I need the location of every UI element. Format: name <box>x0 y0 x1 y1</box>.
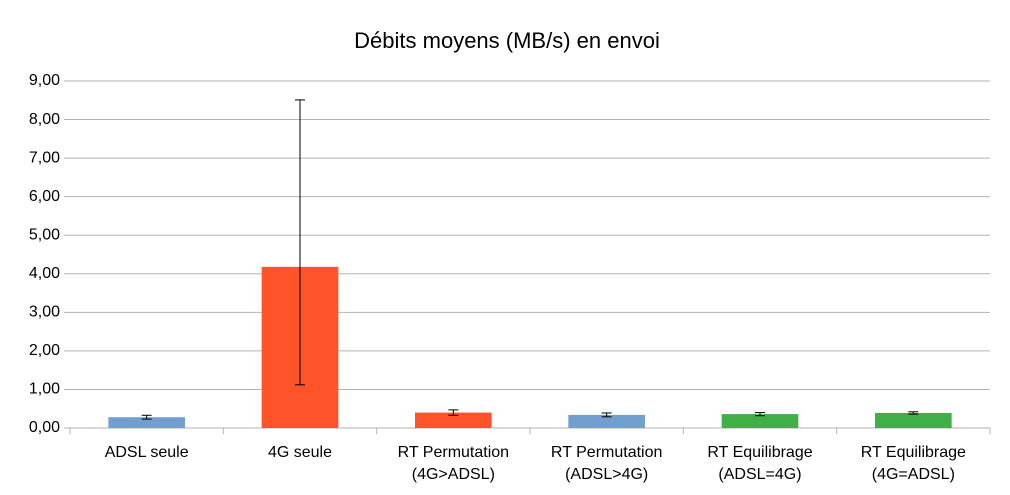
bar <box>108 417 185 428</box>
error-bar <box>755 412 765 417</box>
bar <box>875 412 952 428</box>
x-tick-label: (4G>ADSL) <box>412 466 495 483</box>
x-tick-label: RT Permutation <box>551 444 662 461</box>
chart-title: Débits moyens (MB/s) en envoi <box>354 28 660 53</box>
x-tick-label: RT Permutation <box>398 444 509 461</box>
x-tick-label: RT Equilibrage <box>861 444 966 461</box>
y-tick-label: 7,00 <box>29 149 60 166</box>
y-tick-label: 3,00 <box>29 304 60 321</box>
bar <box>415 412 492 428</box>
y-tick-label: 6,00 <box>29 188 60 205</box>
y-tick-label: 9,00 <box>29 72 60 89</box>
error-bar <box>908 411 919 415</box>
y-tick-label: 2,00 <box>29 342 60 359</box>
error-bar <box>448 409 459 416</box>
y-tick-label: 0,00 <box>29 419 60 436</box>
x-tick-label: 4G seule <box>268 444 332 461</box>
bar <box>568 414 645 428</box>
error-bar <box>295 99 305 386</box>
y-tick-label: 1,00 <box>29 381 60 398</box>
x-tick-label: ADSL seule <box>105 444 189 461</box>
x-tick-label: (4G=ADSL) <box>872 466 955 483</box>
bar <box>721 414 799 428</box>
x-tick-label: (ADSL=4G) <box>718 466 801 483</box>
y-tick-label: 8,00 <box>29 111 60 128</box>
x-tick-label: RT Equilibrage <box>707 444 812 461</box>
error-bar <box>141 414 152 420</box>
x-tick-label: (ADSL>4G) <box>565 466 648 483</box>
error-bar <box>601 412 612 418</box>
y-tick-label: 4,00 <box>29 265 60 282</box>
y-tick-label: 5,00 <box>29 226 60 243</box>
